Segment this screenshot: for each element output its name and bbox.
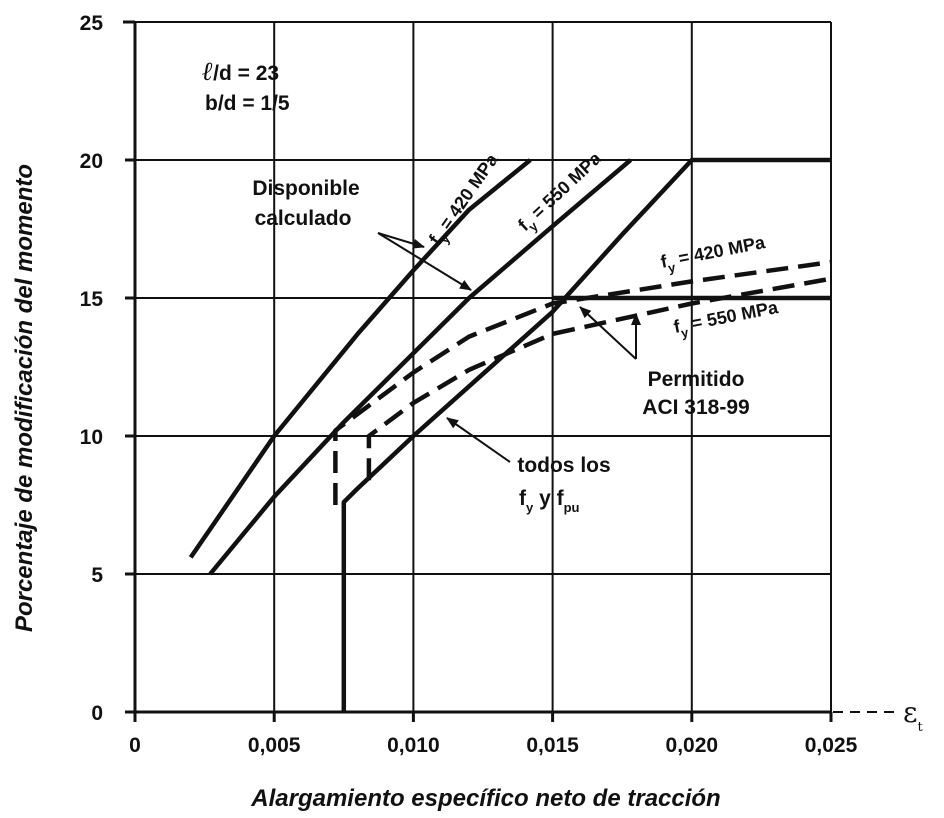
x-tick-label-0: 0 xyxy=(129,734,141,757)
y-tick-label-1: 5 xyxy=(91,564,103,587)
series-label-solid-420: fy = 420 MPa xyxy=(425,149,507,251)
fy-fpu-label: fy y fpu xyxy=(519,487,580,515)
todos-arrow xyxy=(446,417,511,463)
todos-line1: todos los xyxy=(517,454,610,477)
strain-symbol: εt xyxy=(903,696,924,735)
x-tick-label-2: 0,010 xyxy=(387,734,440,757)
x-tick-label-1: 0,005 xyxy=(248,734,301,757)
disponible-line2: calculado xyxy=(255,207,352,230)
x-axis-title: Alargamiento específico neto de tracción xyxy=(250,785,720,812)
ld-parameter: ℓ/d = 23 xyxy=(202,57,279,87)
x-tick-label-3: 0,015 xyxy=(526,734,579,757)
series-line-4 xyxy=(366,276,832,481)
tick-labels: 0 0,005 0,010 0,015 0,020 0,025 0 5 10 15 20 25 xyxy=(80,12,858,757)
series-line-3 xyxy=(333,259,832,505)
y-axis-title: Porcentaje de modificación del momento xyxy=(11,164,38,632)
series-line-1 xyxy=(208,158,633,576)
x-tick-label-5: 0,025 xyxy=(805,734,858,757)
y-tick-label-3: 15 xyxy=(80,288,104,311)
bd-parameter: b/d = 1/5 xyxy=(205,92,290,115)
plot-frame xyxy=(123,20,833,722)
x-tick-label-4: 0,020 xyxy=(666,734,719,757)
series-line-2 xyxy=(341,157,831,712)
y-tick-label-2: 10 xyxy=(80,426,103,449)
permitido-line2: ACI 318-99 xyxy=(642,396,749,419)
disponible-line1: Disponible xyxy=(252,177,359,200)
permitido-arrow-1 xyxy=(579,306,637,360)
series-label-dashed-420: fy = 420 MPa xyxy=(659,232,769,277)
y-tick-label-0: 0 xyxy=(91,702,103,725)
series-line-0 xyxy=(188,158,532,559)
y-tick-label-4: 20 xyxy=(80,150,103,173)
series-group xyxy=(188,157,832,712)
disponible-arrow-1 xyxy=(377,232,425,249)
disponible-arrow-2 xyxy=(377,232,472,291)
permitido-line1: Permitido xyxy=(648,368,745,391)
grid xyxy=(134,21,832,713)
y-tick-label-5: 25 xyxy=(80,12,104,35)
